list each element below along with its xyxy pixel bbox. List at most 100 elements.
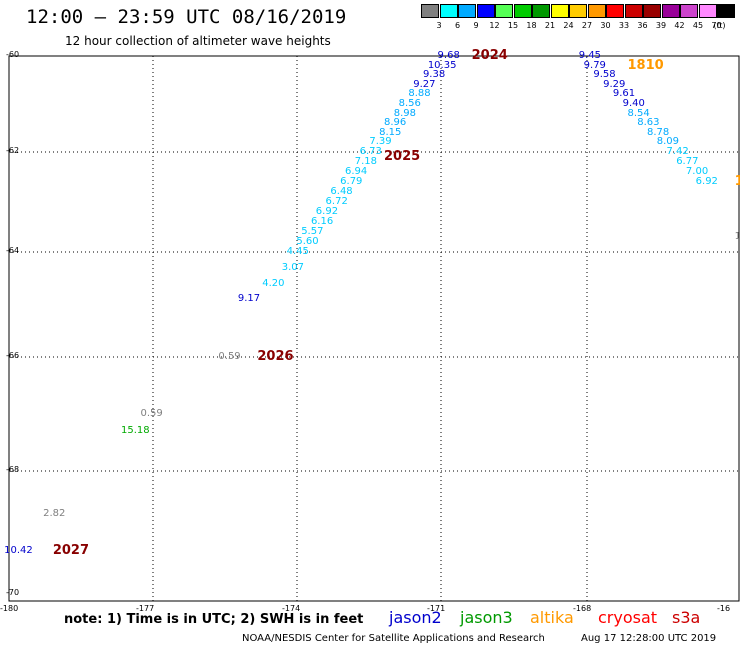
color-swatch bbox=[439, 4, 458, 18]
wave-height-value: 2.82 bbox=[43, 508, 66, 520]
latitude-label: -64 bbox=[6, 246, 20, 255]
color-swatch bbox=[698, 4, 717, 18]
color-swatch bbox=[495, 4, 513, 18]
wave-height-value: 8.54 bbox=[627, 107, 650, 119]
color-swatch-label: 15 bbox=[507, 21, 519, 30]
wave-height-value: 7.18 bbox=[354, 156, 378, 167]
longitude-label: -16 bbox=[717, 604, 731, 613]
wave-height-value: 6.73 bbox=[359, 146, 382, 157]
color-swatch-label: 24 bbox=[563, 21, 574, 30]
wave-height-value: 9.27 bbox=[413, 78, 436, 90]
color-swatch-label: 45 bbox=[692, 21, 704, 30]
wave-height-value: 7.42 bbox=[666, 146, 689, 157]
longitude-label: -168 bbox=[573, 604, 592, 613]
color-swatch-label: 30 bbox=[600, 21, 611, 30]
wave-height-value: 6.79 bbox=[340, 176, 363, 187]
color-swatch bbox=[569, 4, 587, 18]
latitude-label: -70 bbox=[6, 588, 20, 597]
satellite-legend-item: jason2 bbox=[389, 608, 442, 627]
latitude-label: -60 bbox=[6, 50, 20, 59]
wave-height-value: 4.45 bbox=[286, 246, 309, 257]
color-swatch bbox=[587, 4, 606, 18]
wave-height-value: 9.38 bbox=[422, 69, 446, 81]
satellite-legend-item: altika bbox=[530, 608, 574, 627]
longitude-label: -177 bbox=[136, 604, 155, 613]
wave-height-value: 6.92 bbox=[315, 206, 339, 217]
wave-height-value: 9.40 bbox=[622, 98, 645, 109]
satellite-legend-item: s3a bbox=[672, 608, 701, 627]
wave-height-value: 1 bbox=[734, 231, 740, 242]
color-swatch-label: 70 bbox=[711, 21, 722, 30]
wave-height-value: 9.29 bbox=[603, 78, 626, 90]
color-swatch bbox=[680, 4, 698, 18]
color-swatch bbox=[661, 4, 680, 18]
wave-height-value: 5.57 bbox=[301, 226, 324, 237]
pass-time-label: 2027 bbox=[52, 542, 90, 558]
wave-height-value: 9.68 bbox=[437, 50, 460, 61]
satellite-legend-item: cryosat bbox=[598, 608, 658, 627]
wave-height-value: 7.39 bbox=[369, 136, 392, 148]
wave-height-value: 6.92 bbox=[695, 176, 718, 187]
wave-height-value: 10.35 bbox=[427, 59, 457, 71]
wave-height-value: 5.60 bbox=[296, 236, 319, 247]
map-subtitle: 12 hour collection of altimeter wave hei… bbox=[65, 34, 331, 48]
color-swatch bbox=[643, 4, 661, 18]
wave-height-value: 6.94 bbox=[345, 166, 368, 177]
longitude-label: -171 bbox=[427, 604, 446, 613]
wave-height-value: 9.61 bbox=[612, 88, 636, 100]
wave-height-value: 6.72 bbox=[325, 196, 348, 207]
wave-height-value: 7.00 bbox=[685, 166, 709, 177]
color-swatch-label: 36 bbox=[637, 21, 648, 30]
color-swatch-label: 21 bbox=[544, 21, 556, 30]
wave-height-value: 8.88 bbox=[408, 88, 431, 100]
wave-height-value: 10.42 bbox=[4, 544, 33, 556]
wave-height-value: 9.79 bbox=[583, 59, 606, 71]
color-swatch bbox=[458, 4, 476, 18]
color-swatch-label: 39 bbox=[655, 21, 667, 30]
pass-time-label: 2025 bbox=[383, 149, 421, 164]
satellite-legend-item: jason3 bbox=[460, 608, 513, 627]
wave-height-value: 6.16 bbox=[310, 216, 334, 227]
footer-note: note: 1) Time is in UTC; 2) SWH is in fe… bbox=[64, 612, 364, 627]
color-swatch-label: 9 bbox=[473, 21, 479, 30]
wave-height-value: 0.59 bbox=[218, 351, 241, 362]
wave-height-value: 9.17 bbox=[237, 293, 261, 305]
color-swatch bbox=[550, 4, 569, 18]
color-swatch bbox=[532, 4, 550, 18]
pass-time-label: 2024 bbox=[471, 48, 508, 63]
wave-height-value: 8.15 bbox=[379, 126, 402, 138]
longitude-label: -180 bbox=[0, 604, 19, 613]
wave-height-value: 8.96 bbox=[383, 117, 407, 129]
pass-time-label: 1810 bbox=[627, 57, 664, 73]
latitude-label: -66 bbox=[6, 351, 20, 360]
color-swatch-label: 3 bbox=[436, 21, 442, 30]
color-swatch bbox=[476, 4, 495, 18]
wave-height-value: 9.58 bbox=[593, 69, 616, 81]
wave-height-value: 8.98 bbox=[393, 107, 416, 119]
wave-height-value: 0.59 bbox=[140, 408, 163, 419]
color-swatch bbox=[624, 4, 643, 18]
color-swatch-label: 12 bbox=[489, 21, 500, 30]
wave-height-value: 8.09 bbox=[656, 136, 679, 148]
wave-height-value: 15.18 bbox=[121, 425, 150, 437]
longitude-label: -174 bbox=[282, 604, 301, 613]
pass-time-label: 18 bbox=[734, 174, 740, 189]
map-title: 12:00 – 23:59 UTC 08/16/2019 bbox=[26, 6, 347, 28]
color-swatch-label: 6 bbox=[454, 21, 461, 30]
pass-time-label: 2026 bbox=[257, 349, 294, 364]
wave-height-value: 9.45 bbox=[578, 50, 602, 61]
color-swatch bbox=[717, 4, 735, 18]
wave-height-value: 6.77 bbox=[676, 156, 699, 167]
color-swatch-label: 27 bbox=[581, 21, 593, 30]
color-swatch bbox=[513, 4, 532, 18]
wave-height-value: 4.20 bbox=[262, 277, 285, 289]
credit-line: NOAA/NESDIS Center for Satellite Applica… bbox=[242, 633, 545, 644]
color-unit-label: (ft) bbox=[713, 21, 726, 30]
color-swatch bbox=[606, 4, 624, 18]
color-swatch bbox=[421, 4, 439, 18]
latitude-label: -62 bbox=[6, 146, 20, 155]
wave-height-value: 8.63 bbox=[637, 117, 660, 129]
wave-height-value: 3.07 bbox=[281, 261, 304, 273]
